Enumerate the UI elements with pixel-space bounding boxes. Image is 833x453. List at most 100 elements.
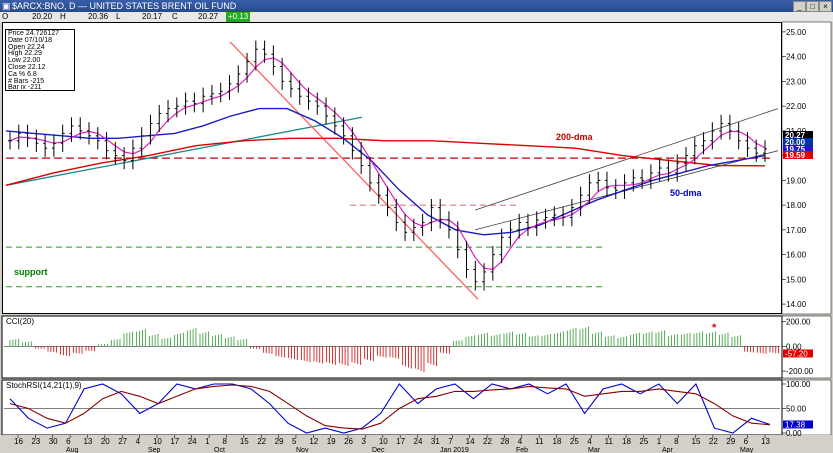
price-bar bbox=[385, 186, 390, 217]
price-bar bbox=[552, 206, 557, 227]
price-bars-layer bbox=[8, 40, 767, 291]
price-bar bbox=[631, 169, 636, 192]
price-bar bbox=[332, 107, 337, 135]
price-bar bbox=[534, 211, 539, 237]
price-bar bbox=[315, 92, 320, 115]
info-close: Close 22.12 bbox=[8, 63, 46, 71]
x-tick-label: 4 bbox=[136, 437, 141, 446]
price-bar bbox=[306, 87, 311, 110]
x-axis: 16 23 30 6 13 20 27 4 10 17 24 1 8 15 22 29 5 12 19 26 3 10 17… bbox=[14, 435, 770, 453]
info-bar-ix: Bar ix -211 bbox=[8, 84, 42, 92]
price-bar bbox=[122, 146, 127, 170]
ohlc-open: 20.20 bbox=[32, 12, 53, 21]
axis-marker-box bbox=[783, 151, 813, 159]
x-tick-label: 19 bbox=[327, 437, 336, 446]
price-bar bbox=[87, 122, 92, 145]
cci-last-label: -57.20 bbox=[785, 349, 808, 358]
cci-tick-label: 0.00 bbox=[786, 342, 802, 351]
x-tick-label: 8 bbox=[674, 437, 679, 446]
ohlc-change: +0.13 bbox=[226, 12, 251, 22]
x-tick-label: 29 bbox=[726, 437, 735, 446]
price-bar bbox=[113, 142, 118, 165]
price-bar bbox=[227, 75, 232, 100]
srsi-tick-label: 0.00 bbox=[786, 429, 802, 438]
price-pane bbox=[2, 22, 782, 314]
channel-upper bbox=[474, 108, 779, 211]
x-tick-label: 3 bbox=[361, 437, 366, 446]
x-tick-label: 7 bbox=[448, 437, 453, 446]
price-bar bbox=[446, 211, 451, 239]
maximize-button[interactable]: □ bbox=[806, 1, 819, 12]
srsi-series-0 bbox=[9, 383, 771, 434]
info-price: Price 24.726127 bbox=[8, 30, 59, 37]
cci-asterisk: * bbox=[712, 322, 717, 334]
x-tick-label: 15 bbox=[240, 437, 249, 446]
srsi-tick-label: 100.00 bbox=[786, 380, 811, 389]
price-bar bbox=[473, 260, 478, 291]
price-bar bbox=[201, 87, 206, 113]
scroll-arrow-icon[interactable] bbox=[800, 2, 808, 9]
price-bar bbox=[253, 40, 258, 71]
x-tick-label: 6 bbox=[66, 437, 71, 446]
info-date: Date 07/10/18 bbox=[8, 36, 52, 44]
price-bar bbox=[455, 221, 460, 259]
ohlc-bar: O 20.20 H 20.36 L 20.17 C 20.27 +0.13 bbox=[0, 12, 833, 22]
cci-tick-label: 200.00 bbox=[786, 318, 811, 327]
price-bar bbox=[403, 213, 408, 241]
cci-title: CCI(20) bbox=[6, 317, 35, 326]
price-tick-label: 23.00 bbox=[786, 77, 807, 86]
price-bar bbox=[262, 40, 267, 63]
app-icon: ▣ bbox=[2, 1, 11, 11]
teal-trendline bbox=[5, 116, 363, 186]
price-bar bbox=[8, 132, 12, 150]
minimize-button[interactable]: _ bbox=[793, 1, 806, 12]
x-tick-label: 18 bbox=[622, 437, 631, 446]
x-tick-label: 13 bbox=[761, 437, 770, 446]
price-tick-label: 22.00 bbox=[786, 102, 807, 111]
x-tick-label: 11 bbox=[605, 437, 614, 446]
price-bar bbox=[209, 85, 214, 105]
x-tick-label: 29 bbox=[275, 437, 284, 446]
price-tick-label: 16.00 bbox=[786, 251, 807, 260]
cci-last-box bbox=[783, 349, 813, 358]
dma50-label: 50-dma bbox=[670, 188, 702, 198]
price-bar bbox=[376, 174, 381, 204]
price-bar bbox=[587, 174, 592, 204]
x-tick-label: 14 bbox=[466, 437, 475, 446]
price-bar bbox=[675, 154, 680, 182]
x-tick-label: 1 bbox=[205, 437, 210, 446]
x-tick-label: 28 bbox=[500, 437, 509, 446]
price-bar bbox=[727, 114, 732, 140]
x-tick-label: 12 bbox=[309, 437, 318, 446]
price-bar bbox=[78, 117, 83, 140]
close-button[interactable]: × bbox=[819, 1, 832, 12]
price-bar bbox=[359, 142, 364, 175]
price-bar bbox=[525, 213, 530, 237]
price-bar bbox=[640, 169, 645, 190]
price-tick-label: 19.00 bbox=[786, 176, 807, 185]
x-tick-label: 16 bbox=[14, 437, 23, 446]
price-bar bbox=[245, 52, 250, 83]
price-tick-label: 24.00 bbox=[786, 53, 807, 62]
x-tick-label: 4 bbox=[587, 437, 592, 446]
x-tick-label: 10 bbox=[379, 437, 388, 446]
price-bar bbox=[16, 124, 21, 150]
ohlc-close: 20.27 bbox=[198, 12, 219, 21]
price-bar bbox=[130, 139, 135, 170]
ohlc-low: 20.17 bbox=[142, 12, 163, 21]
window-titlebar: ▣ $ARCX:BNO, D — UNITED STATES BRENT OIL… bbox=[0, 0, 833, 12]
price-bar bbox=[271, 45, 276, 76]
price-bar bbox=[324, 97, 329, 125]
price-bar bbox=[648, 164, 653, 190]
price-bar bbox=[183, 92, 188, 115]
price-bar bbox=[604, 171, 609, 197]
price-bar bbox=[692, 137, 697, 165]
price-bar bbox=[701, 132, 706, 155]
info-bars: # Bars -215 bbox=[8, 77, 45, 85]
x-tick-label: 27 bbox=[118, 437, 127, 446]
axis-marker-label: 20.27 bbox=[785, 131, 806, 140]
price-bar bbox=[719, 114, 724, 140]
price-bar bbox=[95, 127, 100, 150]
